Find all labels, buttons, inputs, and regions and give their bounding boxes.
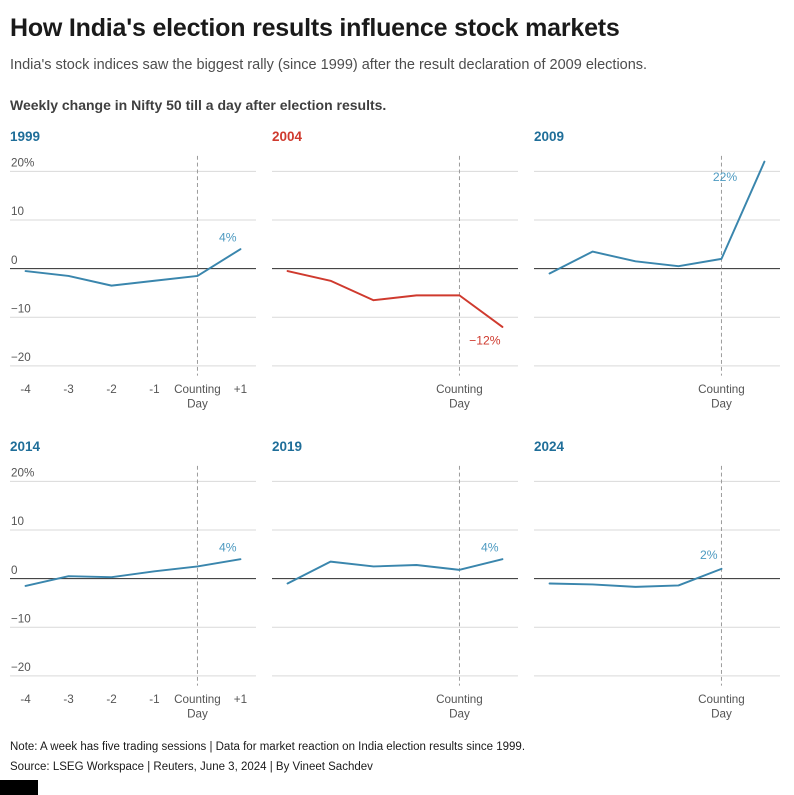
- subtitle: India's stock indices saw the biggest ra…: [10, 57, 648, 73]
- chart-panel-2014: 2014 20% 10 0 −10 −20 4% -4 -3 -2 -1 Counting Day +1: [10, 439, 256, 723]
- year-label-1999: 1999: [10, 129, 41, 144]
- end-value-label: −12%: [469, 333, 501, 347]
- y-tick-label: 20%: [11, 466, 34, 479]
- x-tick-label: -4: [20, 693, 31, 706]
- x-tick-label: Day: [187, 398, 208, 411]
- y-tick-label: 0: [11, 254, 18, 267]
- x-tick-label: Day: [711, 398, 732, 411]
- x-tick-label: -4: [20, 383, 31, 396]
- series-line: [24, 557, 242, 587]
- page-title: How India's election results influence s…: [10, 14, 620, 42]
- line-chart-1999: 20% 10 0 −10 −20 4% -4 -3 -2 -1 Counting Day +1: [10, 155, 256, 411]
- x-tick-label: Counting: [174, 383, 221, 396]
- line-chart-2004: −12% Counting Day: [272, 155, 518, 411]
- x-tick-label: -1: [149, 383, 159, 396]
- footer: Note: A week has five trading sessions |…: [10, 738, 780, 777]
- chart-panel-2024: 2024 2% Counting Day: [534, 439, 780, 723]
- end-value-label: 4%: [219, 230, 237, 244]
- y-tick-label: 20%: [11, 157, 34, 170]
- x-tick-label: -1: [149, 693, 159, 706]
- x-tick-label: -2: [106, 693, 116, 706]
- series-line: [24, 248, 242, 287]
- y-tick-label: 10: [11, 515, 24, 528]
- series-line: [548, 160, 766, 275]
- x-tick-label: Day: [187, 707, 208, 720]
- y-tick-label: −10: [11, 302, 31, 315]
- year-label-2004: 2004: [272, 129, 303, 144]
- series-line: [286, 270, 504, 328]
- end-value-label: 4%: [219, 540, 237, 554]
- series-line: [548, 567, 723, 588]
- series-line: [286, 557, 504, 584]
- x-tick-label: -3: [63, 383, 73, 396]
- chart-panel-2004: 2004 −12% Counting Day: [272, 129, 518, 413]
- year-label-2014: 2014: [10, 438, 41, 454]
- y-tick-label: 0: [11, 563, 18, 576]
- x-tick-label: +1: [234, 383, 247, 396]
- x-tick-label: -3: [63, 693, 73, 706]
- line-chart-2009: 22% Counting Day: [534, 155, 780, 411]
- chart-panel-1999: 1999 20% 10 0 −10 −20 4% -4 -3 -2 -1 Counting Day +1: [10, 129, 256, 413]
- end-value-label: 2%: [700, 548, 718, 562]
- source-text: Source: LSEG Workspace | Reuters, June 3…: [10, 760, 373, 773]
- x-tick-label: Day: [449, 707, 470, 720]
- chart-panel-2009: 2009 22% Counting Day: [534, 129, 780, 413]
- bottom-left-watermark: [0, 780, 38, 795]
- y-tick-label: −20: [11, 661, 31, 674]
- year-label-2024: 2024: [534, 438, 565, 454]
- chart-panel-2019: 2019 4% Counting Day: [272, 439, 518, 723]
- note-text: Note: A week has five trading sessions |…: [10, 741, 526, 754]
- x-tick-label: +1: [234, 693, 247, 706]
- y-tick-label: −20: [11, 351, 31, 364]
- year-label-2009: 2009: [534, 129, 565, 144]
- x-tick-label: Counting: [436, 383, 483, 396]
- small-multiples-grid: 1999 20% 10 0 −10 −20 4% -4 -3 -2 -1 Counting Day +1…: [10, 129, 780, 722]
- y-tick-label: −10: [11, 612, 31, 625]
- x-tick-label: Counting: [698, 383, 745, 396]
- x-tick-label: Counting: [174, 693, 221, 706]
- x-tick-label: Counting: [698, 693, 745, 706]
- x-tick-label: Day: [711, 707, 732, 720]
- end-value-label: 22%: [713, 170, 738, 184]
- year-label-2019: 2019: [272, 438, 303, 454]
- x-tick-label: Day: [449, 398, 470, 411]
- chart-caption: Weekly change in Nifty 50 till a day aft…: [10, 97, 387, 113]
- end-value-label: 4%: [481, 540, 499, 554]
- x-tick-label: -2: [106, 383, 116, 396]
- x-tick-label: Counting: [436, 693, 483, 706]
- y-tick-label: 10: [11, 205, 24, 218]
